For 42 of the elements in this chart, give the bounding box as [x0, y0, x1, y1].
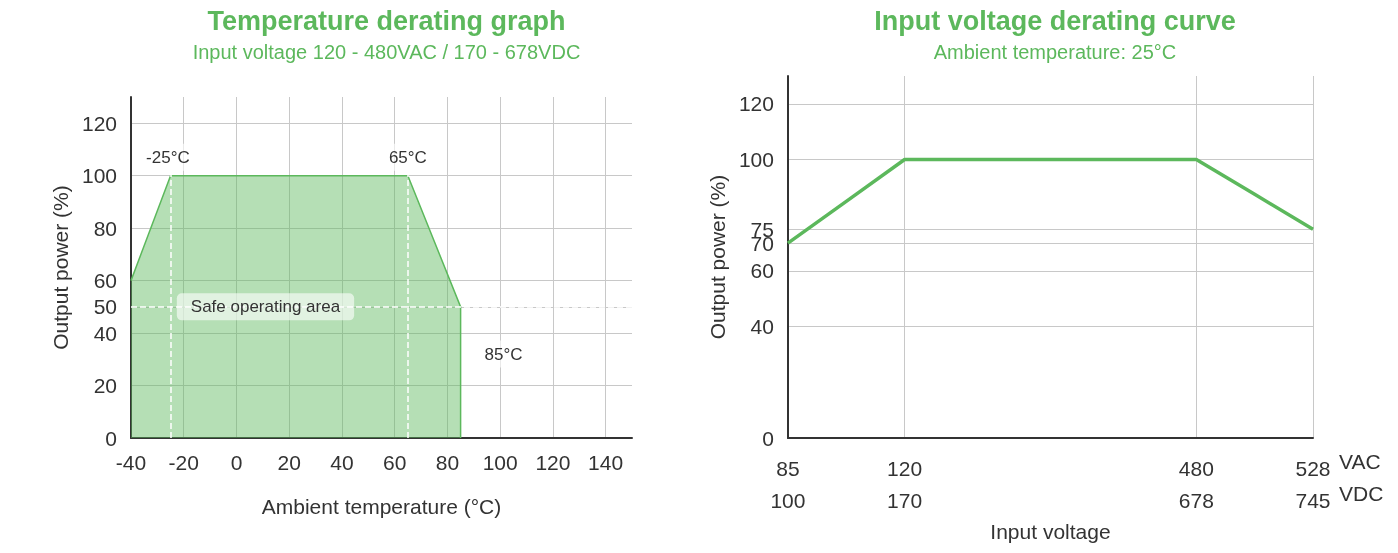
x-tick-label: 528 745 [1295, 456, 1331, 512]
x-tick-label: 40 [330, 451, 354, 474]
y-tick-label: 60 [750, 259, 774, 283]
chart-title: Temperature derating graph [207, 5, 566, 36]
x-axis-title: Ambient temperature (°C) [261, 495, 502, 518]
x-tick-label: 140 [588, 451, 624, 474]
chart-subtitle: Input voltage 120 - 480VAC / 170 - 678VDC [192, 41, 581, 63]
x-tick-label: 120 170 [887, 456, 923, 512]
x-axis-title: Input voltage [990, 519, 1111, 543]
annotation: -25°C [146, 147, 190, 167]
y-tick-label: 40 [93, 321, 117, 345]
annotation: 85°C [484, 344, 523, 364]
x-tick-label: -40 [115, 451, 147, 474]
x-tick-label: 80 [435, 451, 460, 474]
y-tick-label: 60 [93, 269, 117, 293]
y-tick-label: 40 [750, 315, 774, 339]
y-axis-title: Output power (%) [706, 174, 729, 340]
text: VDC [1339, 482, 1384, 505]
line-series [786, 157, 1315, 245]
x-tick-label: 100 [482, 451, 518, 474]
chart-title: Input voltage derating curve [874, 5, 1236, 36]
x-tick-label: 20 [277, 451, 301, 474]
y-tick-label: 120 [81, 111, 117, 135]
y-tick-label: 50 [93, 295, 117, 319]
chart-subtitle: Ambient temperature: 25°C [933, 41, 1177, 63]
annotation: 65°C [388, 147, 427, 167]
x-tick-label: -20 [168, 451, 199, 474]
text: VAC [1339, 450, 1381, 473]
y-tick-label: 0 [762, 426, 774, 450]
x-tick-label: 0 [230, 451, 243, 474]
y-tick-label: 80 [93, 216, 117, 240]
y-tick-label: 20 [93, 374, 117, 398]
y-tick-label: 100 [81, 164, 117, 188]
x-tick-label: 120 [535, 451, 571, 474]
x-tick-label: 85 100 [770, 456, 806, 512]
y-tick-label: 120 [738, 92, 774, 116]
y-tick-label: 0 [105, 426, 117, 450]
x-tick-label: 480 678 [1178, 456, 1214, 512]
x-tick-label: 60 [383, 451, 407, 474]
y-tick-label: 100 [738, 148, 774, 172]
y-axis-title: Output power (%) [49, 185, 73, 350]
annotation: Safe operating area [190, 297, 341, 317]
